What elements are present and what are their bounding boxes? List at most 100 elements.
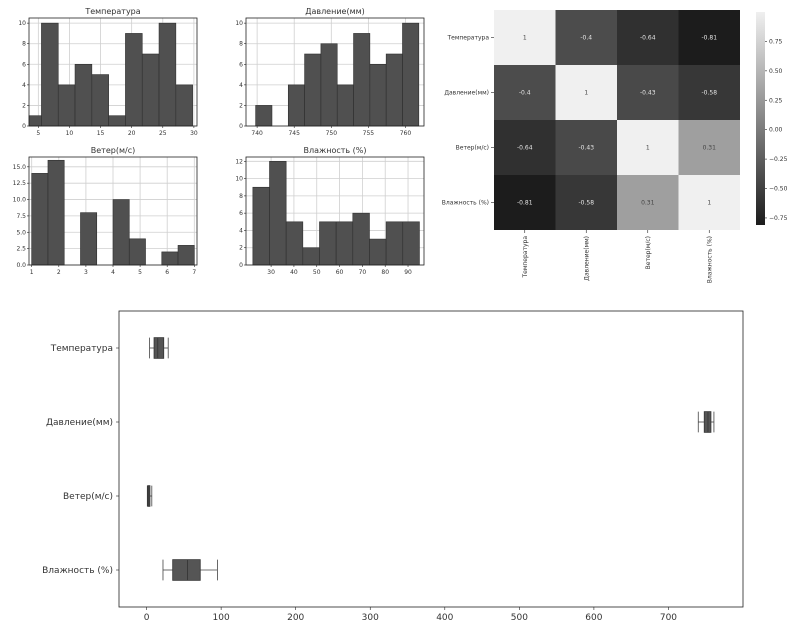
- x-tick-label: 5: [138, 269, 142, 276]
- heatmap-row-label: Ветер(м/с): [456, 145, 489, 152]
- heatmap-value: -0.43: [578, 145, 594, 152]
- y-tick-label: 4: [22, 82, 26, 89]
- y-tick-label: 10.0: [13, 197, 27, 204]
- y-tick-label: 4: [239, 82, 243, 89]
- y-tick-label: 0: [22, 123, 26, 130]
- heatmap-value: -0.58: [578, 200, 594, 207]
- histogram-bar: [108, 115, 126, 127]
- category-label: Давление(мм): [46, 418, 113, 428]
- heatmap-cell: [555, 175, 617, 230]
- histogram-bar: [175, 84, 193, 127]
- heatmap-cell: [617, 175, 679, 230]
- histogram-bar: [161, 251, 179, 266]
- x-tick-label: 100: [213, 613, 230, 623]
- histogram-bar: [141, 53, 160, 127]
- heatmap-row-label: Влажность (%): [442, 200, 489, 207]
- x-tick-label: 2: [57, 269, 61, 276]
- y-tick-label: 0: [239, 262, 243, 269]
- box-iqr: [153, 337, 165, 359]
- axes-frame: [28, 17, 198, 127]
- heatmap-value: -0.4: [580, 35, 592, 42]
- x-tick-label: 400: [436, 613, 453, 623]
- histogram-bar: [319, 221, 337, 266]
- heatmap-value: -0.58: [701, 90, 717, 97]
- y-tick-label: 12.5: [13, 180, 27, 187]
- x-tick-label: 700: [660, 613, 677, 623]
- box-iqr: [172, 559, 201, 581]
- y-tick-label: 5.0: [16, 229, 26, 236]
- heatmap-row-label: Давление(мм): [444, 90, 489, 97]
- histogram-bar: [302, 247, 320, 266]
- heatmap-col-label: Давление(мм): [583, 236, 590, 281]
- x-tick-label: 7: [192, 269, 196, 276]
- x-tick-label: 70: [359, 269, 367, 276]
- x-tick-label: 755: [363, 130, 375, 137]
- axes-frame: [118, 310, 744, 608]
- x-tick-label: 30: [267, 269, 275, 276]
- histogram-4: Влажность (%) 30 40 50 60 70 80 90 0 2 4 6 8 10 12: [235, 146, 425, 276]
- histogram-bar: [28, 115, 42, 127]
- colorbar-bar: [756, 12, 765, 225]
- heatmap-value: 1: [707, 200, 711, 207]
- colorbar-tick-label: 0.00: [769, 127, 783, 134]
- y-tick-label: 2.5: [16, 246, 26, 253]
- x-tick-label: 1: [30, 269, 34, 276]
- histogram-bar: [369, 238, 387, 266]
- heatmap-cell: [494, 10, 556, 65]
- y-tick-label: 6: [239, 61, 243, 68]
- histogram-bar: [269, 161, 287, 266]
- y-tick-label: 7.5: [16, 213, 26, 220]
- heatmap-cell: [617, 65, 679, 120]
- histogram-bar: [402, 22, 420, 127]
- heatmap-cell: [494, 175, 556, 230]
- histogram-bar: [352, 212, 370, 266]
- histogram-title: Ветер(м/с): [91, 146, 135, 155]
- histogram-bar: [336, 84, 354, 127]
- boxplot-axes: Температура Давление(мм) Ветер(м/с) Влажнос…: [42, 310, 744, 623]
- colorbar-tick-label: 0.75: [769, 38, 783, 45]
- x-tick-label: 10: [66, 130, 74, 137]
- histogram-bar: [125, 33, 143, 127]
- heatmap-col-label: Температура: [522, 236, 529, 279]
- heatmap-value: -0.43: [640, 90, 656, 97]
- x-tick-label: 15: [97, 130, 105, 137]
- histogram-bar: [80, 212, 98, 266]
- histogram-bar: [177, 245, 195, 266]
- heatmap-grid: 1 -0.4 -0.64 -0.81 -0.4 1 -0.43 -0.58 -0.64 -0.43…: [442, 10, 740, 283]
- heatmap-value: 1: [646, 145, 650, 152]
- x-tick-label: 5: [36, 130, 40, 137]
- histogram-bar: [252, 186, 270, 266]
- y-tick-label: 10: [18, 20, 26, 27]
- histogram-bar: [255, 105, 273, 127]
- y-tick-label: 15.0: [13, 164, 27, 171]
- histogram-bar: [112, 199, 130, 266]
- histogram-bar: [47, 159, 65, 266]
- y-tick-label: 10: [235, 20, 243, 27]
- histogram-bar: [369, 63, 387, 127]
- histogram-bar: [128, 238, 146, 266]
- x-tick-label: 0: [144, 613, 150, 623]
- colorbar: 0.75 0.50 0.25 0.00 −0.25 −0.50 −0.75: [756, 12, 788, 225]
- heatmap-value: -0.81: [701, 35, 717, 42]
- x-tick-label: 90: [404, 269, 412, 276]
- y-tick-label: 8: [239, 193, 243, 200]
- x-tick-label: 200: [287, 613, 304, 623]
- x-tick-label: 6: [165, 269, 169, 276]
- x-tick-label: 20: [128, 130, 136, 137]
- heatmap-row-label: Температура: [446, 35, 489, 42]
- heatmap-value: 1: [584, 90, 588, 97]
- histogram-3: Ветер(м/с) 1 2 3 4 5 6 7 0.0 2.5 5.0 7.5 10.0 12.5 15.…: [13, 146, 198, 276]
- axes-frame: [245, 156, 425, 266]
- box-1: Температура: [50, 337, 169, 359]
- x-tick-label: 50: [313, 269, 321, 276]
- x-tick-label: 600: [585, 613, 602, 623]
- histogram-bar: [91, 74, 109, 127]
- histogram-bar: [285, 221, 304, 266]
- colorbar-tick-label: 0.50: [769, 68, 783, 75]
- y-tick-label: 2: [239, 102, 243, 109]
- heatmap-value: -0.64: [640, 35, 656, 42]
- histogram-title: Давление(мм): [305, 7, 365, 16]
- heatmap-value: -0.4: [519, 90, 531, 97]
